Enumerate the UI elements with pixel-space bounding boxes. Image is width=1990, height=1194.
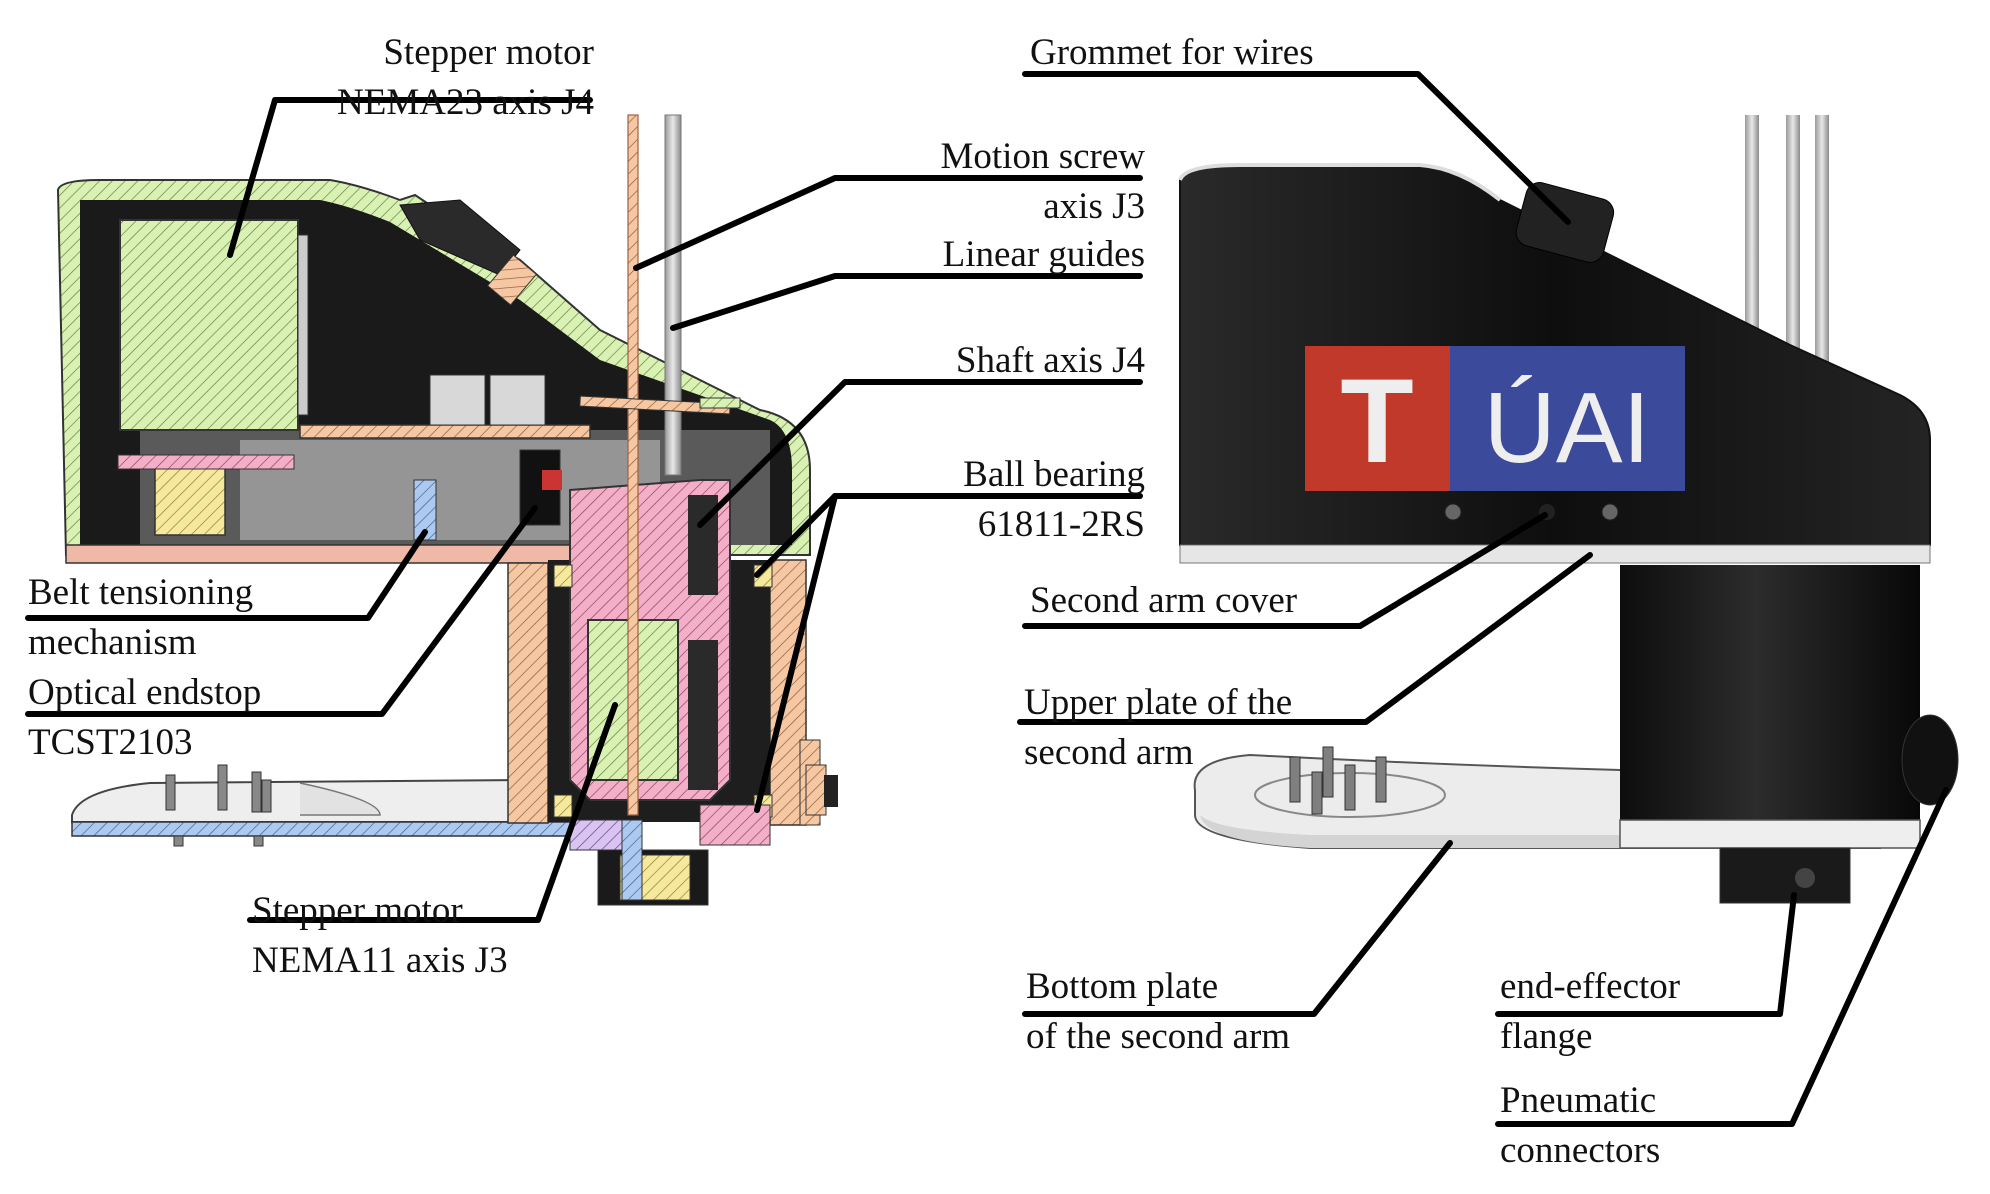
- logo-red-panel: [1305, 346, 1450, 491]
- label-grommet: Grommet for wires: [1030, 28, 1314, 78]
- label-upper-plate-line2: second arm: [1024, 732, 1194, 773]
- label-linear-guides-line1: Linear guides: [942, 234, 1145, 275]
- leader-end-effector: [1495, 892, 1797, 1017]
- label-belt-tensioning: Belt tensioning mechanism: [28, 568, 253, 668]
- label-upper-plate-line1: Upper plate of the: [1024, 682, 1293, 723]
- label-shaft-j4-line1: Shaft axis J4: [955, 340, 1145, 381]
- leader-pneumatic: [1495, 787, 1949, 1127]
- cross-section-view: [56, 114, 838, 906]
- label-stepper-j3-line2: NEMA11 axis J3: [252, 940, 508, 981]
- label-optical-endstop-line1: Optical endstop: [28, 672, 262, 713]
- leader-stepper-j4: [227, 97, 593, 258]
- label-pneumatic-line2: connectors: [1500, 1130, 1661, 1171]
- leader-shaft-j4: [697, 379, 1143, 528]
- leader-motion-screw: [633, 175, 1143, 271]
- leader-lines: [25, 71, 1949, 1127]
- leader-bottom-plate: [1022, 840, 1453, 1017]
- label-bottom-plate-line2: of the second arm: [1026, 1016, 1291, 1057]
- label-end-effector: end-effector flange: [1500, 962, 1680, 1062]
- logo-left-text: T: [1340, 354, 1413, 488]
- label-bottom-plate: Bottom plate of the second arm: [1026, 962, 1290, 1062]
- label-second-arm-cover-line1: Second arm cover: [1030, 580, 1298, 621]
- label-optical-endstop: Optical endstop TCST2103: [28, 668, 261, 768]
- leader-linear-guides: [670, 273, 1143, 331]
- leader-upper-plate: [1017, 552, 1593, 725]
- label-stepper-j3-line1: Stepper motor: [252, 890, 463, 931]
- leader-ball-bearing-2: [754, 493, 838, 813]
- logo-blue-panel: [1450, 346, 1685, 491]
- label-linear-guides: Linear guides: [943, 230, 1145, 280]
- label-ball-bearing-line2: 61811-2RS: [977, 504, 1145, 545]
- label-motion-screw-line2: axis J3: [1043, 186, 1145, 227]
- label-upper-plate: Upper plate of the second arm: [1024, 678, 1292, 778]
- leader-optical-endstop: [25, 505, 538, 717]
- label-belt-tensioning-line1: Belt tensioning: [28, 572, 254, 613]
- label-stepper-j4-line2: NEMA23 axis J4: [337, 82, 594, 123]
- label-end-effector-line1: end-effector: [1500, 966, 1681, 1007]
- rendered-view: T ÚAI: [1178, 115, 1959, 904]
- label-stepper-j4: Stepper motor NEMA23 axis J4: [337, 28, 594, 128]
- label-motion-screw-line1: Motion screw: [940, 136, 1146, 177]
- label-stepper-j3: Stepper motor NEMA11 axis J3: [252, 886, 508, 986]
- leader-belt-tensioning: [25, 529, 428, 621]
- label-ball-bearing-line1: Ball bearing: [963, 454, 1145, 495]
- label-second-arm-cover: Second arm cover: [1030, 576, 1297, 626]
- label-shaft-j4: Shaft axis J4: [956, 336, 1145, 386]
- label-motion-screw: Motion screw axis J3: [941, 132, 1146, 232]
- label-pneumatic: Pneumatic connectors: [1500, 1076, 1660, 1176]
- leader-grommet: [1022, 71, 1571, 225]
- label-grommet-line1: Grommet for wires: [1030, 32, 1314, 73]
- label-optical-endstop-line2: TCST2103: [28, 722, 193, 763]
- label-belt-tensioning-line2: mechanism: [28, 622, 197, 663]
- label-end-effector-line2: flange: [1500, 1016, 1593, 1057]
- label-pneumatic-line1: Pneumatic: [1500, 1080, 1657, 1121]
- logo-right-text: ÚAI: [1484, 372, 1651, 484]
- label-ball-bearing: Ball bearing 61811-2RS: [963, 450, 1145, 550]
- label-stepper-j4-line1: Stepper motor: [383, 32, 594, 73]
- leader-stepper-j3: [247, 702, 618, 923]
- leader-second-arm-cover: [1022, 512, 1548, 629]
- label-bottom-plate-line1: Bottom plate: [1026, 966, 1219, 1007]
